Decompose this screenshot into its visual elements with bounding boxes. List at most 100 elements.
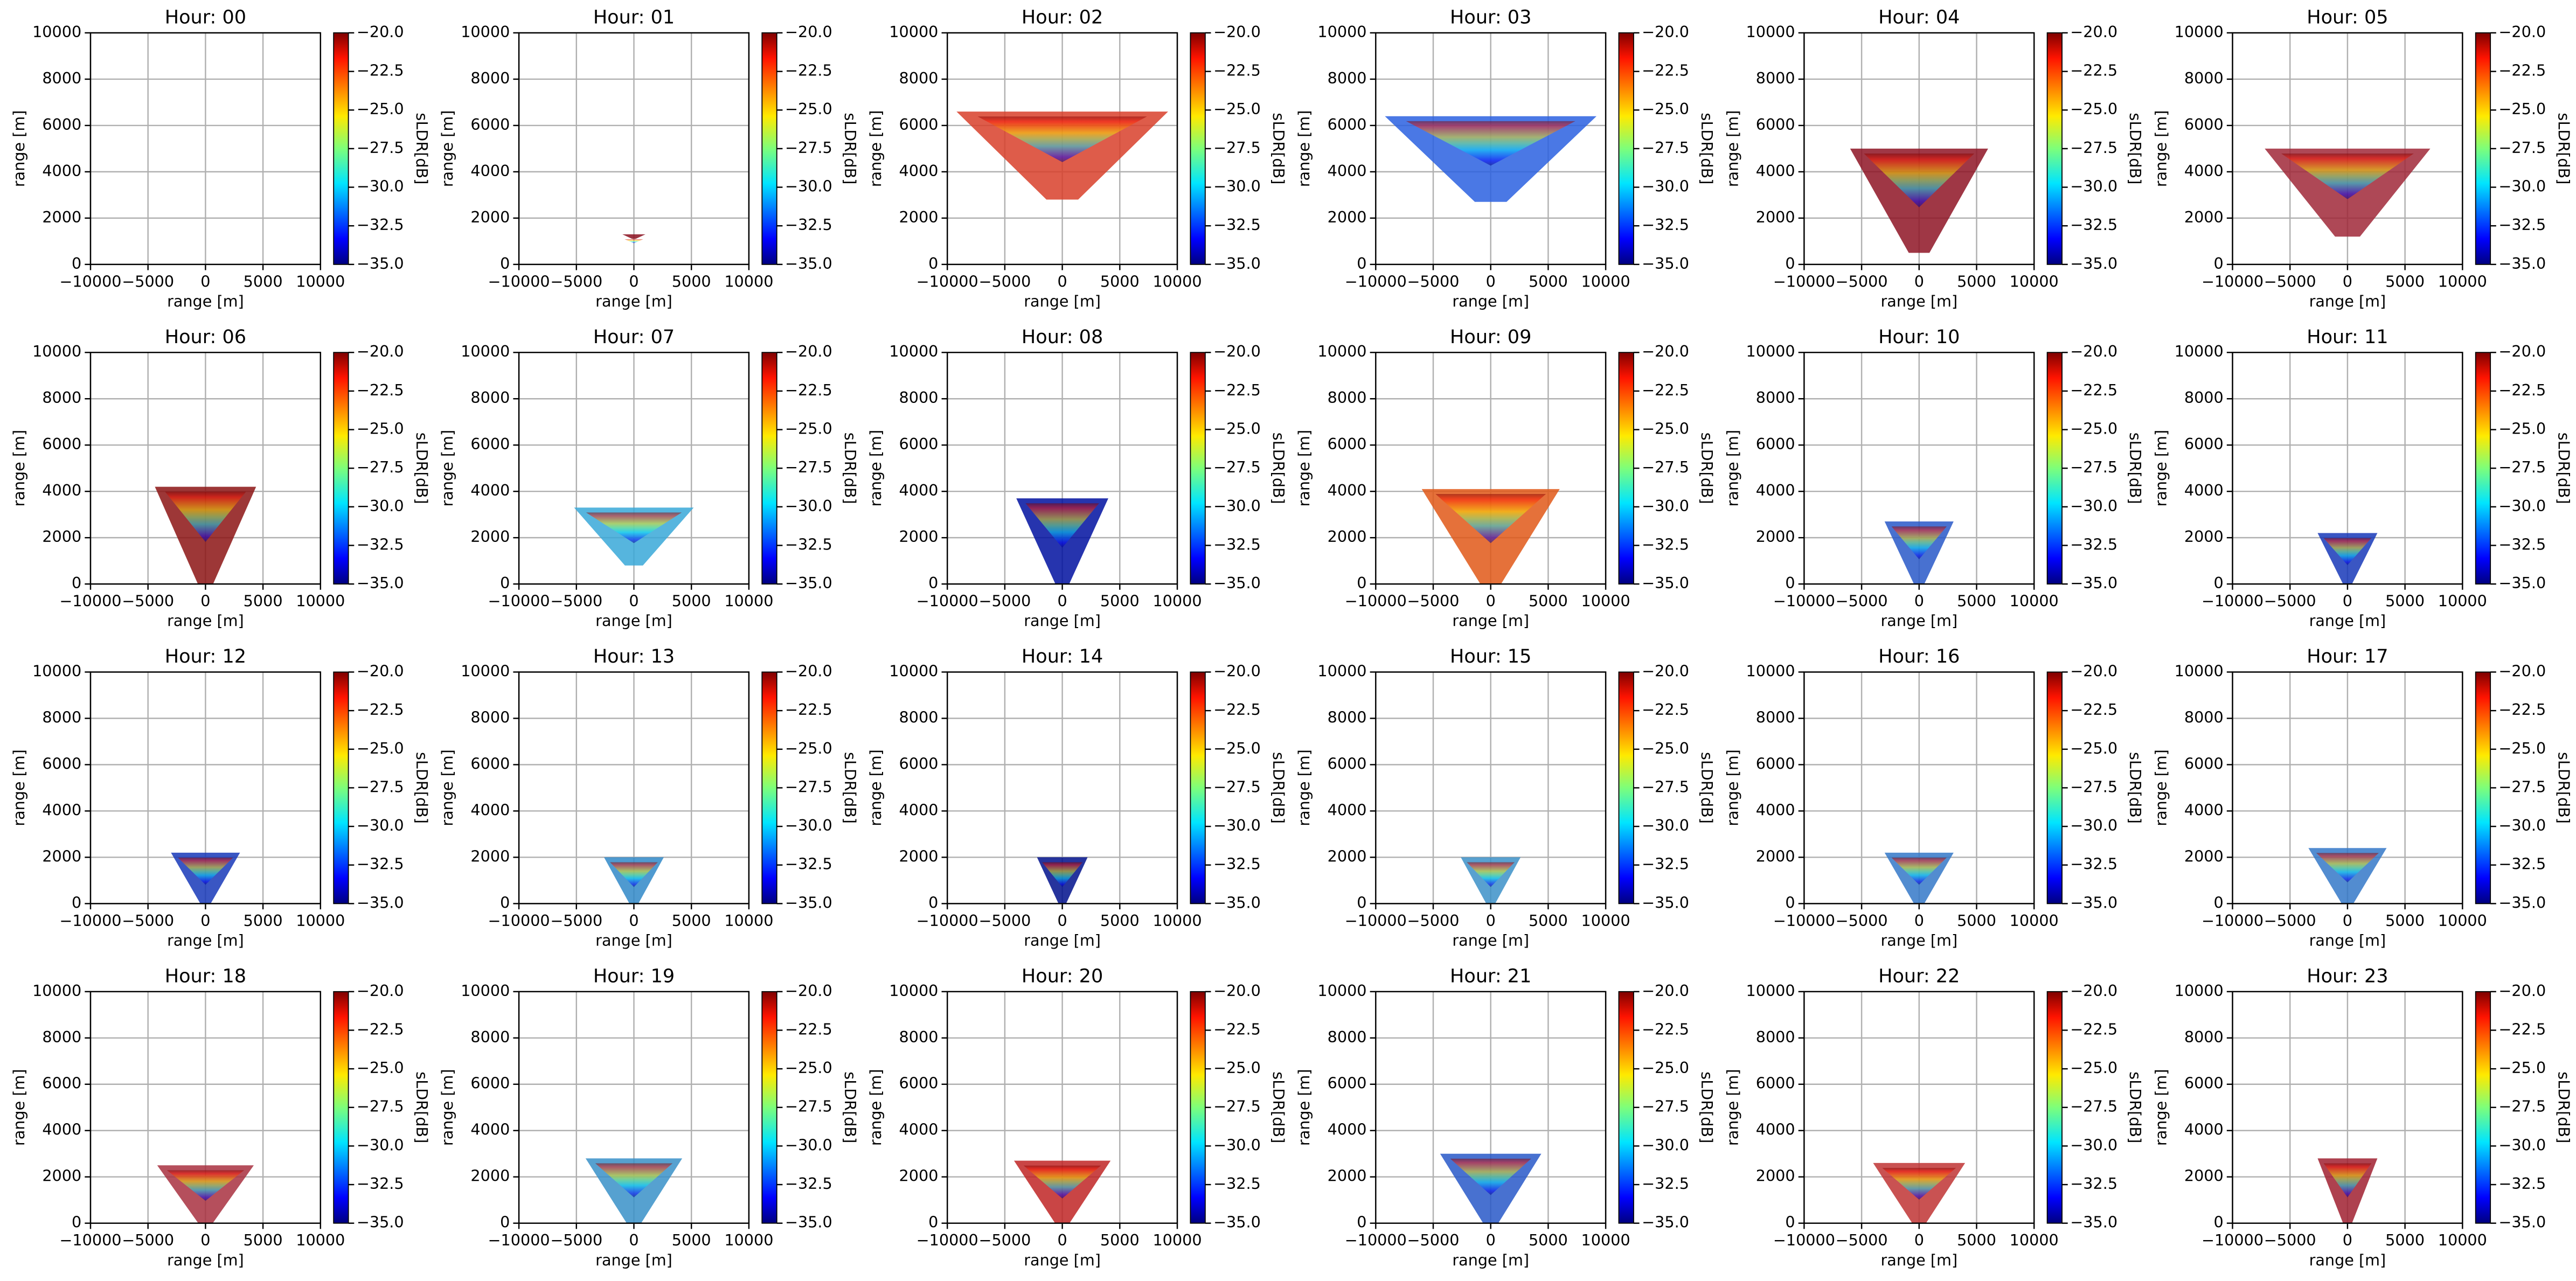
colorbar-tick-label: −35.0 — [2070, 1213, 2117, 1231]
colorbar-tick-label: −27.5 — [1213, 1097, 1261, 1116]
y-tick-label: 10000 — [1746, 23, 1795, 41]
y-tick-label: 2000 — [1328, 847, 1367, 865]
x-tick-label: −10000 — [59, 911, 121, 930]
x-tick-label: −10000 — [2202, 911, 2263, 930]
colorbar-tick-label: −35.0 — [357, 574, 404, 592]
colorbar-tick-label: −30.0 — [2070, 497, 2117, 515]
y-tick-label: 8000 — [2184, 69, 2224, 87]
colorbar-tick-label: −32.5 — [1642, 855, 1689, 873]
y-tick-label: 2000 — [1328, 208, 1367, 226]
colorbar — [1618, 352, 1634, 585]
axes-frame — [89, 991, 322, 1224]
x-tick-label: −5000 — [1407, 1231, 1460, 1249]
axes-frame — [2232, 352, 2463, 585]
y-tick-label: 4000 — [470, 162, 510, 180]
colorbar-tick-label: −22.5 — [357, 700, 404, 719]
colorbar-tick-label: −32.5 — [2498, 1174, 2546, 1193]
y-axis-label: range [m] — [1295, 430, 1313, 507]
axes-frame — [518, 32, 750, 266]
colorbar-tick-label: −20.0 — [2498, 662, 2546, 680]
x-tick-label: −5000 — [2264, 592, 2316, 610]
colorbar-tick-label: −35.0 — [1213, 574, 1261, 592]
colorbar-tick-label: −30.0 — [1213, 816, 1261, 834]
colorbar-tick-label: −32.5 — [357, 215, 404, 234]
radar-echo — [1025, 503, 1099, 548]
x-tick-label: 10000 — [2438, 1231, 2487, 1249]
x-tick-label: 10000 — [2010, 911, 2059, 930]
x-tick-label: −5000 — [1836, 272, 1888, 290]
colorbar-tick-label: −25.0 — [1642, 420, 1689, 438]
colorbar — [1190, 671, 1206, 904]
axes-frame — [89, 352, 322, 585]
x-tick-label: 10000 — [2010, 592, 2059, 610]
x-tick-label: 10000 — [1152, 592, 1202, 610]
x-tick-label: 5000 — [1957, 911, 1996, 930]
y-tick-label: 2000 — [899, 847, 939, 865]
x-tick-label: −5000 — [122, 1231, 174, 1249]
axes-frame — [518, 991, 750, 1224]
y-tick-label: 4000 — [470, 800, 510, 819]
y-tick-label: 8000 — [1328, 1028, 1367, 1046]
x-tick-label: −5000 — [550, 592, 602, 610]
colorbar-tick-label: −35.0 — [1213, 254, 1261, 273]
x-axis-label: range [m] — [1024, 931, 1101, 950]
radar-echo — [1435, 494, 1546, 544]
x-tick-label: 10000 — [2010, 272, 2059, 290]
colorbar-label: sLDR[dB] — [413, 113, 431, 184]
x-tick-label: 5000 — [2385, 1231, 2425, 1249]
colorbar-tick-label: −30.0 — [785, 177, 832, 196]
y-tick-label: 8000 — [42, 69, 81, 87]
y-tick-label: 4000 — [899, 800, 939, 819]
x-tick-label: 0 — [1057, 1231, 1067, 1249]
colorbar-label: sLDR[dB] — [841, 113, 859, 184]
colorbar-tick-label: −22.5 — [1642, 381, 1689, 399]
y-tick-label: 4000 — [1328, 1120, 1367, 1139]
axes-frame — [2232, 991, 2463, 1224]
y-tick-label: 8000 — [1756, 1028, 1795, 1046]
colorbar-tick-label: −22.5 — [785, 700, 832, 719]
y-tick-label: 2000 — [2184, 1167, 2224, 1185]
panel-title: Hour: 05 — [2307, 6, 2388, 29]
colorbar — [2475, 991, 2491, 1224]
radar-echo — [165, 491, 246, 542]
colorbar-tick-label: −25.0 — [1213, 420, 1261, 438]
y-tick-label: 4000 — [2184, 162, 2224, 180]
colorbar-tick-label: −27.5 — [2498, 777, 2546, 796]
x-axis-label: range [m] — [1880, 931, 1957, 950]
colorbar-tick-label: −20.0 — [1213, 23, 1261, 41]
colorbar-tick-label: −22.5 — [1213, 381, 1261, 399]
colorbar-tick-label: −20.0 — [2498, 342, 2546, 360]
y-tick-label: 4000 — [470, 481, 510, 499]
colorbar-tick-label: −30.0 — [2498, 1136, 2546, 1154]
y-tick-label: 6000 — [1328, 1074, 1367, 1092]
colorbar-tick-label: −20.0 — [357, 981, 404, 1000]
colorbar-tick-label: −30.0 — [2498, 816, 2546, 834]
colorbar-tick-label: −22.5 — [357, 61, 404, 80]
y-axis-label: range [m] — [1723, 430, 1741, 507]
x-tick-label: 0 — [629, 592, 638, 610]
y-tick-label: 4000 — [2184, 481, 2224, 499]
colorbar-tick-label: −20.0 — [357, 23, 404, 41]
radar-echo — [1467, 862, 1515, 887]
x-tick-label: −10000 — [488, 911, 550, 930]
colorbar-tick-label: −27.5 — [1213, 138, 1261, 157]
x-axis-label: range [m] — [595, 611, 672, 630]
panel: −10000 −5000 0 5000 10000 0 2000 4000 6000 8000 10… — [438, 6, 859, 310]
y-tick-label: 8000 — [1756, 388, 1795, 407]
y-tick-label: 8000 — [1328, 708, 1367, 727]
y-tick-label: 2000 — [2184, 527, 2224, 546]
colorbar-tick-label: −25.0 — [357, 420, 404, 438]
panel: −10000 −5000 0 5000 10000 0 2000 4000 6000 8000 10… — [2151, 326, 2573, 630]
colorbar-tick-label: −32.5 — [1213, 855, 1261, 873]
x-tick-label: −10000 — [1773, 272, 1835, 290]
x-tick-label: 5000 — [1100, 1231, 1140, 1249]
colorbar-label: sLDR[dB] — [2126, 752, 2144, 824]
x-tick-label: −5000 — [122, 911, 174, 930]
colorbar-tick-label: −30.0 — [357, 177, 404, 196]
colorbar-tick-label: −22.5 — [2070, 1020, 2117, 1038]
x-axis-label: range [m] — [2309, 931, 2386, 950]
axes-frame — [1803, 991, 2035, 1224]
y-tick-label: 8000 — [42, 388, 81, 407]
y-tick-label: 8000 — [1756, 69, 1795, 87]
